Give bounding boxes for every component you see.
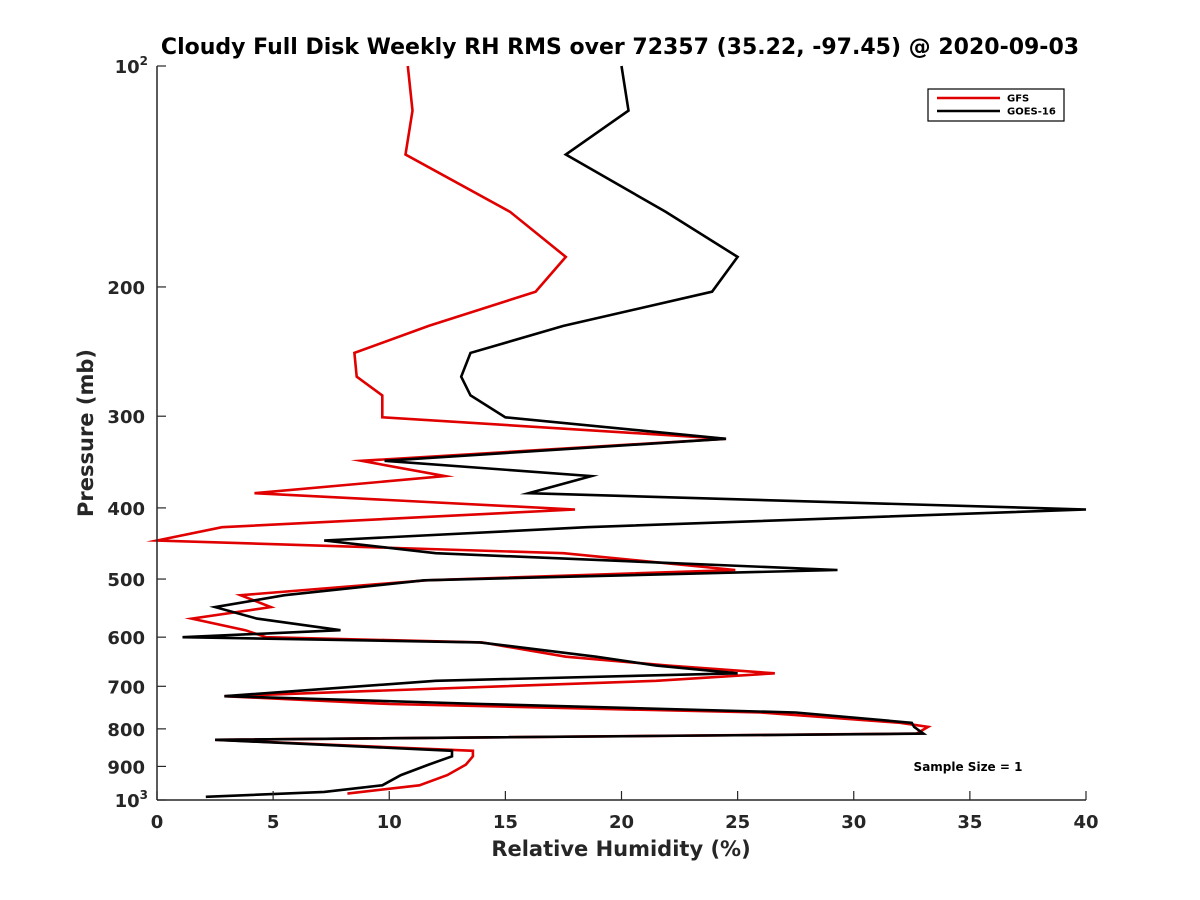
x-tick-label: 10	[377, 812, 402, 833]
x-tick-label: 40	[1073, 812, 1098, 833]
series-line-gfs	[145, 65, 932, 795]
series-line-goes-16	[182, 65, 1087, 799]
x-tick-label: 30	[841, 812, 866, 833]
x-tick-label: 20	[609, 812, 634, 833]
y-axis-ticks: 102 200 300 400 500 600 700 800 900 103	[107, 54, 166, 812]
legend-label: GOES-16	[1007, 107, 1056, 118]
x-axis-ticks: 0 5 10 15 20 25 30 35 40	[151, 791, 1099, 833]
x-tick-label: 25	[725, 812, 750, 833]
legend: GFS GOES-16	[927, 88, 1065, 122]
x-tick-label: 35	[957, 812, 982, 833]
y-axis-label: Pressure (mb)	[74, 349, 98, 517]
x-tick-label: 15	[493, 812, 518, 833]
y-tick-label: 300	[107, 407, 145, 428]
legend-box	[927, 88, 1065, 122]
y-tick-label: 200	[107, 278, 145, 299]
y-tick-label: 400	[107, 499, 145, 520]
chart-title: Cloudy Full Disk Weekly RH RMS over 7235…	[161, 35, 1079, 60]
sample-size-annotation: Sample Size = 1	[914, 760, 1023, 774]
y-tick-label: 103	[115, 788, 148, 812]
y-tick-label: 500	[107, 570, 145, 591]
y-tick-label: 600	[107, 628, 145, 649]
y-tick-label: 700	[107, 677, 145, 698]
y-tick-label: 900	[107, 757, 145, 778]
plot-area	[145, 65, 1087, 799]
x-tick-label: 5	[267, 812, 280, 833]
y-tick-label: 800	[107, 720, 145, 741]
x-tick-label: 0	[151, 812, 164, 833]
x-axis-label: Relative Humidity (%)	[491, 837, 750, 861]
y-tick-label: 102	[115, 54, 148, 78]
legend-label: GFS	[1007, 94, 1029, 105]
